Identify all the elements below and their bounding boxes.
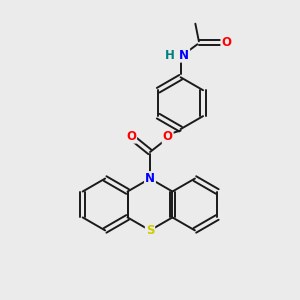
Text: N: N <box>145 172 155 185</box>
Text: H: H <box>164 49 174 62</box>
Text: S: S <box>146 224 154 237</box>
Text: O: O <box>222 36 232 49</box>
Text: O: O <box>126 130 136 143</box>
Text: O: O <box>163 130 173 143</box>
Text: N: N <box>179 49 189 62</box>
